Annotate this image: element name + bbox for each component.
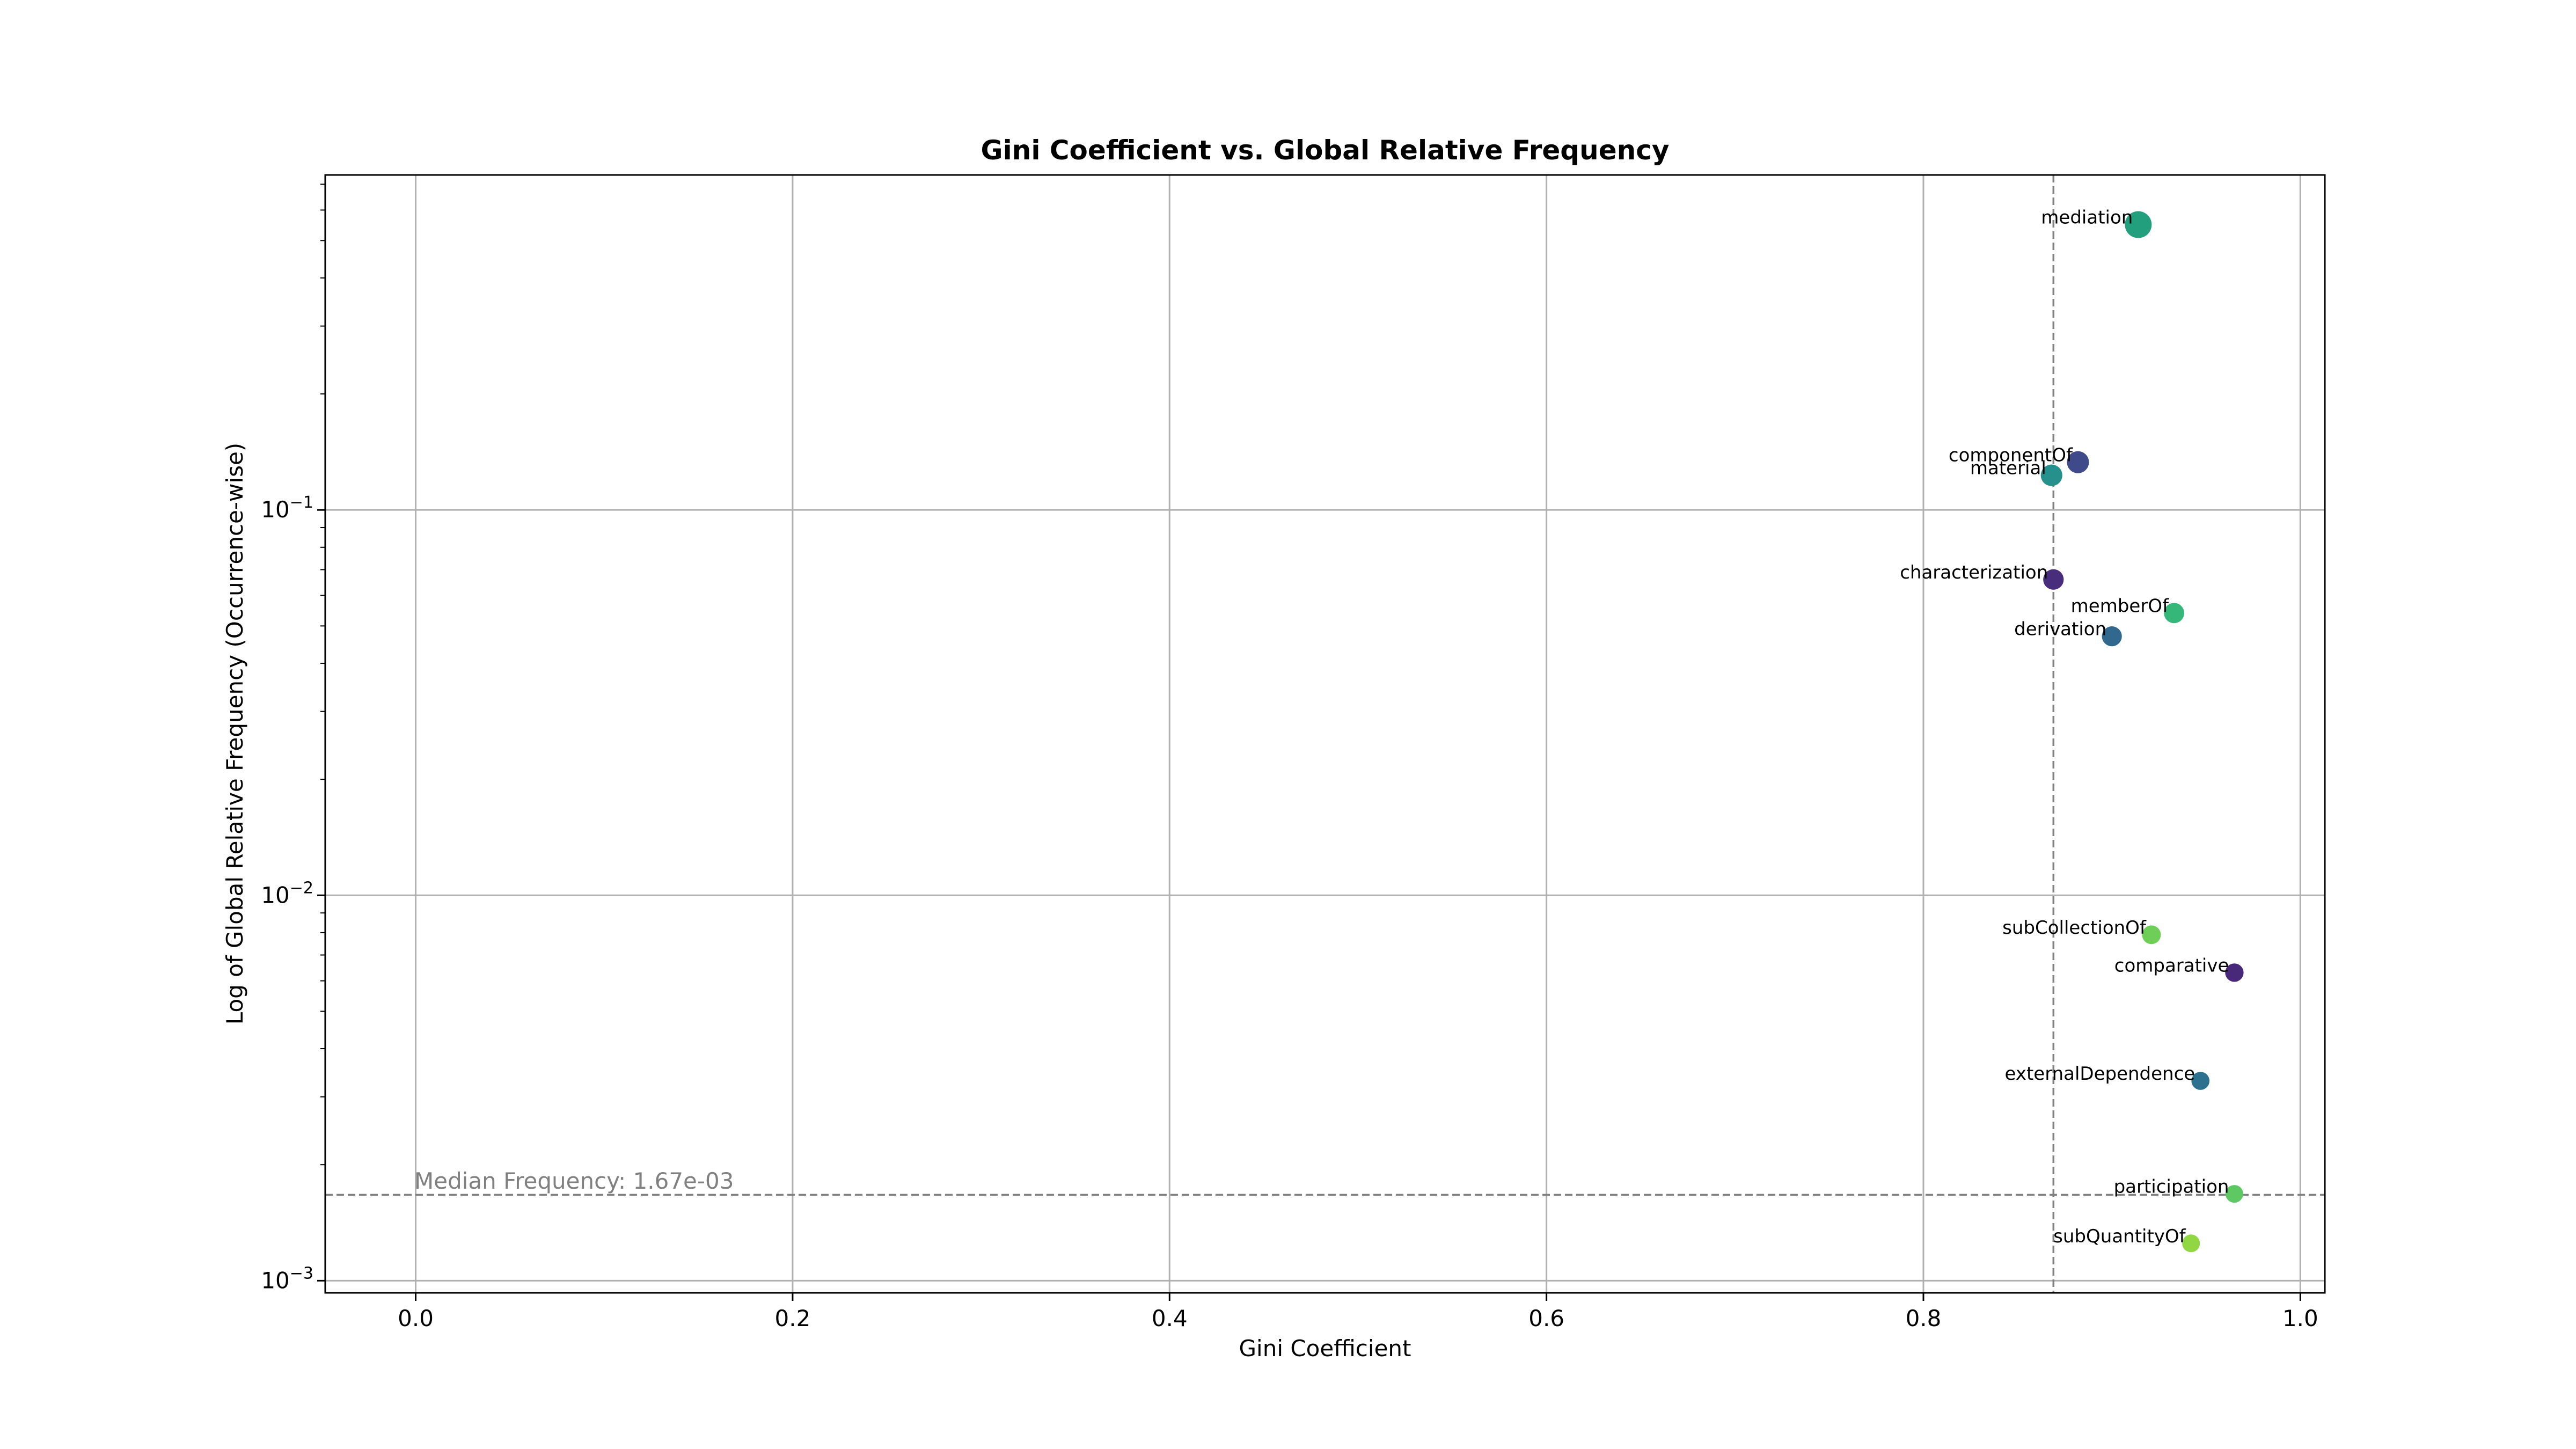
x-tick-label: 0.2 xyxy=(775,1305,811,1331)
point-label-subCollectionOf: subCollectionOf xyxy=(2002,917,2147,939)
x-axis-label: Gini Coefficient xyxy=(1239,1335,1411,1362)
point-characterization xyxy=(2043,569,2064,590)
point-memberOf xyxy=(2164,603,2184,624)
point-label-participation: participation xyxy=(2114,1176,2229,1198)
point-subQuantityOf xyxy=(2182,1234,2200,1253)
point-mediation xyxy=(2125,211,2152,238)
y-axis-ticks: 10−3 10−2 10−1 xyxy=(261,184,325,1293)
point-material xyxy=(2040,464,2062,486)
y-tick-label: 10−2 xyxy=(261,879,313,908)
point-label-derivation: derivation xyxy=(2014,619,2106,640)
x-axis-ticks: 0.0 0.2 0.4 0.6 0.8 1.0 xyxy=(398,1293,2318,1331)
reference-lines xyxy=(325,175,2325,1293)
median-frequency-label: Median Frequency: 1.67e-03 xyxy=(414,1168,734,1194)
x-tick-label: 0.8 xyxy=(1906,1305,1942,1331)
point-derivation xyxy=(2102,626,2122,647)
point-externalDependence xyxy=(2191,1072,2210,1090)
point-subCollectionOf xyxy=(2142,925,2161,945)
point-componentOf xyxy=(2067,451,2089,473)
plot-area-frame xyxy=(324,174,2326,1294)
point-label-componentOf: componentOf xyxy=(1949,444,2073,466)
point-label-externalDependence: externalDependence xyxy=(2005,1063,2196,1085)
point-label-mediation: mediation xyxy=(2041,207,2133,229)
point-label-comparative: comparative xyxy=(2114,955,2229,976)
grid xyxy=(325,175,2325,1293)
x-tick-label: 0.0 xyxy=(398,1305,434,1331)
y-tick-label: 10−3 xyxy=(261,1264,313,1293)
point-label-memberOf: memberOf xyxy=(2071,595,2169,617)
point-label-characterization: characterization xyxy=(1900,562,2048,583)
x-tick-label: 1.0 xyxy=(2282,1305,2318,1331)
y-axis-label: Log of Global Relative Frequency (Occurr… xyxy=(222,443,248,1024)
x-tick-label: 0.6 xyxy=(1528,1305,1564,1331)
x-tick-label: 0.4 xyxy=(1152,1305,1188,1331)
point-label-material: material xyxy=(1970,458,2046,479)
point-comparative xyxy=(2225,963,2244,982)
data-points xyxy=(2040,211,2244,1253)
chart-title: Gini Coefficient vs. Global Relative Fre… xyxy=(981,135,1670,166)
point-label-subQuantityOf: subQuantityOf xyxy=(2053,1226,2186,1247)
point-participation xyxy=(2225,1185,2243,1203)
y-tick-label: 10−1 xyxy=(261,493,313,523)
